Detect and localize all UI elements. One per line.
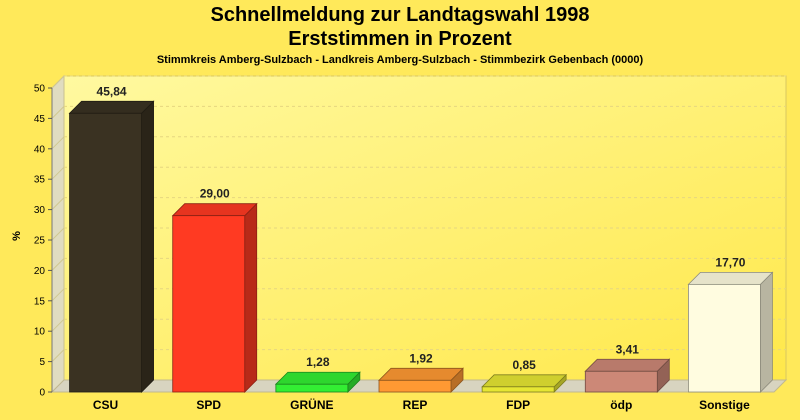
- gridline-depth: [51, 288, 65, 302]
- bar-front: [481, 386, 555, 393]
- data-label: 17,70: [715, 255, 745, 269]
- y-tick-label: 0: [39, 388, 45, 399]
- bar-grüne: [274, 371, 361, 393]
- x-tick-label: CSU: [93, 398, 118, 412]
- bar-front: [688, 283, 761, 393]
- x-tick-label: Sonstige: [699, 398, 750, 412]
- bar-fdp: [481, 373, 568, 393]
- bar-front: [172, 215, 246, 393]
- y-tick-label: 5: [39, 357, 45, 368]
- bar-spd: [171, 202, 258, 393]
- gridline-depth: [51, 197, 65, 210]
- gridline-depth: [51, 106, 65, 119]
- y-tick-label: 20: [34, 266, 46, 277]
- bar-top: [274, 371, 361, 385]
- x-tick-label: ödp: [610, 398, 632, 412]
- gridline-depth: [51, 136, 65, 150]
- x-tick-label: REP: [403, 398, 428, 412]
- bar-side: [244, 202, 258, 393]
- bar-top: [687, 271, 774, 285]
- data-label: 45,84: [97, 84, 127, 98]
- bar-sonstige: [687, 271, 774, 393]
- y-tick-label: 45: [34, 114, 46, 125]
- bar-top: [171, 203, 258, 217]
- gridline-depth: [51, 349, 65, 362]
- data-label: 1,92: [409, 351, 433, 365]
- data-label: 29,00: [200, 187, 230, 201]
- x-tick-label: GRÜNE: [290, 397, 333, 412]
- bar-side: [760, 271, 773, 393]
- x-tick-label: FDP: [506, 398, 530, 412]
- bar-csu: [68, 100, 155, 393]
- bar-side: [141, 100, 154, 393]
- chart-district-subtitle: Stimmkreis Amberg-Sulzbach - Landkreis A…: [156, 54, 644, 66]
- bar-top: [584, 358, 671, 372]
- chart-title: Schnellmeldung zur Landtagswahl 1998: [210, 4, 590, 26]
- x-tick-label: SPD: [196, 398, 221, 412]
- y-tick-label: 35: [34, 175, 46, 186]
- bar-front: [69, 112, 142, 393]
- gridline-depth: [51, 75, 65, 89]
- y-tick-label: 30: [34, 205, 46, 216]
- gridline-depth: [51, 318, 65, 332]
- y-tick-label: 10: [34, 327, 46, 338]
- bar-ödp: [584, 358, 671, 393]
- y-tick-label: 40: [34, 144, 46, 155]
- y-axis-label: %: [11, 231, 23, 241]
- y-tick-label: 25: [34, 236, 46, 247]
- gridline-depth: [51, 227, 65, 241]
- bar-top: [378, 367, 464, 381]
- gridline-depth: [51, 258, 65, 271]
- gridline-depth: [51, 166, 65, 180]
- bar-top: [68, 100, 155, 114]
- data-label: 0,85: [512, 358, 536, 372]
- data-label: 3,41: [616, 342, 640, 356]
- bar-front: [378, 379, 452, 393]
- bar-top: [481, 374, 568, 388]
- y-tick-label: 50: [34, 84, 46, 95]
- bar-rep: [378, 367, 464, 393]
- bar-front: [584, 370, 658, 393]
- bar-front: [275, 383, 349, 393]
- data-label: 1,28: [306, 355, 330, 369]
- y-tick-label: 15: [34, 296, 46, 307]
- chart-subtitle: Erststimmen in Prozent: [288, 28, 512, 50]
